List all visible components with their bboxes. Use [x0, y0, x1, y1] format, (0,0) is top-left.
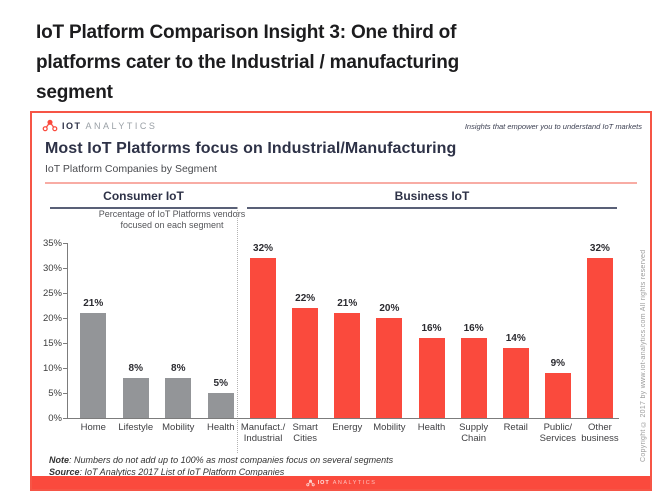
bar-manufact-industrial	[250, 258, 277, 418]
y-tick-mark	[63, 343, 67, 344]
bar-value-label: 21%	[337, 298, 358, 309]
x-category-label: Mobility	[373, 422, 406, 433]
source-text: : IoT Analytics 2017 List of IoT Platfor…	[79, 467, 285, 477]
bar-value-label: 8%	[171, 363, 186, 374]
y-tick-mark	[63, 293, 67, 294]
bar-value-label: 5%	[213, 378, 228, 389]
x-category-label: Retail	[503, 422, 528, 433]
x-category-label: Lifestyle	[118, 422, 154, 433]
y-axis-label: Percentage of IoT Platforms vendors focu…	[98, 209, 246, 230]
bar-lifestyle	[122, 378, 149, 418]
molecule-logo-icon	[42, 119, 58, 132]
iot-analytics-logo: IOT ANALYTICS	[42, 119, 157, 132]
y-tick-mark	[63, 393, 67, 394]
chart-subtitle: IoT Platform Companies by Segment	[45, 163, 217, 175]
y-tick-label: 30%	[42, 263, 62, 274]
y-tick-label: 20%	[42, 313, 62, 324]
y-tick-label: 15%	[42, 338, 62, 349]
bar-mobility	[165, 378, 192, 418]
bar-plot-area: 21% 8% 8% 5% 32% 22% 21% 20% 16% 16% 14% 9% 32%	[32, 243, 650, 418]
bar-supply-chain	[460, 338, 487, 418]
brand-name-light: ANALYTICS	[85, 120, 158, 131]
brand-name-bold: IOT	[62, 120, 82, 131]
note-text: : Numbers do not add up to 100% as most …	[69, 455, 394, 465]
footer-brand-bold: IOT	[317, 479, 330, 486]
bar-retail	[502, 348, 529, 418]
note-label: Note	[49, 455, 69, 465]
x-category-label: Supply Chain	[459, 422, 489, 444]
y-tick-label: 25%	[42, 288, 62, 299]
x-category-label: Health	[417, 422, 446, 433]
bar-value-label: 21%	[83, 298, 104, 309]
bar-value-label: 20%	[379, 303, 400, 314]
bar-energy	[334, 313, 361, 418]
bar-value-label: 32%	[253, 243, 274, 254]
bar-value-label: 22%	[295, 293, 316, 304]
bar-value-label: 16%	[463, 323, 484, 334]
bar-value-label: 32%	[589, 243, 610, 254]
bar-mobility	[376, 318, 403, 418]
title-divider-rule	[45, 182, 637, 184]
bar-value-label: 14%	[505, 333, 526, 344]
brand-tagline: Insights that empower you to understand …	[464, 122, 642, 131]
y-tick-mark	[63, 318, 67, 319]
bar-home	[80, 313, 107, 418]
y-axis-line	[67, 243, 68, 418]
bar-health	[207, 393, 234, 418]
x-axis-line	[67, 418, 619, 419]
source-line: Source: IoT Analytics 2017 List of IoT P…	[49, 466, 393, 478]
x-category-label: Energy	[332, 422, 363, 433]
y-tick-mark	[63, 418, 67, 419]
section-header-consumer-iot: Consumer IoT	[50, 189, 237, 209]
chart-title: Most IoT Platforms focus on Industrial/M…	[45, 140, 457, 157]
figure-footer-bar: IOT ANALYTICS	[32, 476, 650, 489]
bar-value-label: 9%	[550, 358, 566, 369]
y-tick-label: 35%	[42, 238, 62, 249]
x-category-label: Public/ Services	[539, 422, 577, 444]
bar-public-services	[544, 373, 571, 418]
x-category-label: Smart Cities	[292, 422, 318, 444]
footer-molecule-logo-icon	[305, 479, 315, 486]
figure-content: IOT ANALYTICS Insights that empower you …	[32, 113, 650, 489]
bar-other-business	[586, 258, 613, 418]
iot-analytics-chart-figure: IOT ANALYTICS Insights that empower you …	[30, 111, 652, 491]
x-category-label: Health	[207, 422, 235, 433]
y-tick-mark	[63, 243, 67, 244]
x-category-label: Mobility	[162, 422, 195, 433]
copyright-vertical-text: Copyright © 2017 by www.iot-analytics.co…	[640, 249, 647, 463]
chart-footnotes: Note: Numbers do not add up to 100% as m…	[49, 454, 393, 478]
consumer-business-divider	[237, 207, 238, 453]
page-title: IoT Platform Comparison Insight 3: One t…	[36, 22, 460, 103]
y-tick-label: 10%	[42, 363, 62, 374]
note-line: Note: Numbers do not add up to 100% as m…	[49, 454, 393, 466]
bar-value-label: 16%	[421, 323, 442, 334]
x-category-label: Other business	[581, 422, 619, 444]
bar-smart-cities	[292, 308, 319, 418]
source-label: Source	[49, 467, 80, 477]
footer-brand-light: ANALYTICS	[332, 479, 377, 486]
x-axis-category-labels: Home Lifestyle Mobility Health Manufact./ In…	[32, 422, 650, 454]
y-tick-label: 5%	[48, 388, 62, 399]
y-tick-mark	[63, 368, 67, 369]
x-category-label: Home	[80, 422, 106, 433]
section-header-business-iot: Business IoT	[247, 189, 617, 209]
y-tick-label: 0%	[48, 413, 62, 424]
bar-value-label: 8%	[128, 363, 143, 374]
x-category-label: Manufact./ Industrial	[240, 422, 286, 444]
y-tick-mark	[63, 268, 67, 269]
bar-health	[418, 338, 445, 418]
